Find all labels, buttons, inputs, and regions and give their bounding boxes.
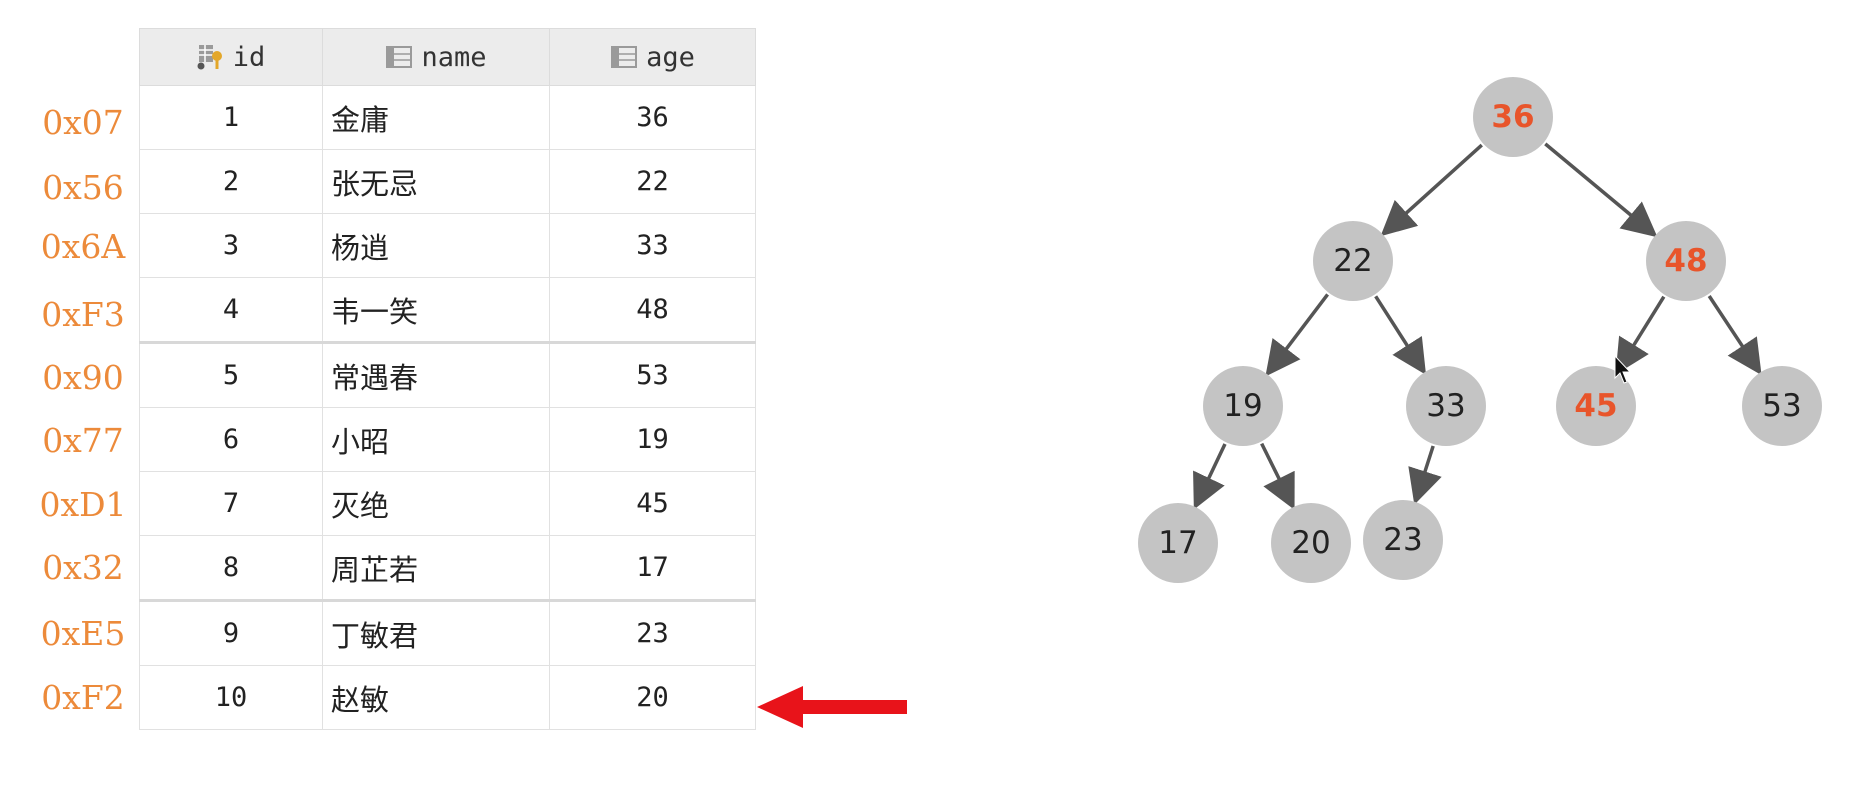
tree-node-label: 20	[1291, 525, 1330, 561]
cell-id[interactable]: 10	[139, 665, 323, 730]
tree-node: 22	[1313, 221, 1393, 301]
column-icon	[611, 45, 638, 68]
tree-node-label: 33	[1426, 388, 1465, 424]
cell-age[interactable]: 17	[549, 535, 756, 601]
cell-name[interactable]: 张无忌	[322, 149, 550, 214]
cell-age[interactable]: 22	[549, 149, 756, 214]
table-row[interactable]: 10 赵敏 20	[139, 665, 756, 730]
table-row[interactable]: 4 韦一笑 48	[139, 277, 756, 343]
cell-age[interactable]: 20	[549, 665, 756, 730]
table-row[interactable]: 8 周芷若 17	[139, 535, 756, 601]
tree-node: 20	[1271, 503, 1351, 583]
row-address-label: 0x6A	[40, 227, 126, 266]
row-address-label: 0xF3	[41, 295, 125, 334]
column-header-label: id	[232, 41, 266, 73]
tree-node: 36	[1473, 77, 1553, 157]
column-header-id[interactable]: id	[139, 28, 323, 86]
cell-name[interactable]: 周芷若	[322, 535, 550, 601]
row-address-label: 0xD1	[39, 485, 127, 524]
table-row[interactable]: 2 张无忌 22	[139, 149, 756, 214]
tree-node-label: 17	[1158, 525, 1197, 561]
cell-name[interactable]: 金庸	[322, 85, 550, 150]
red-left-arrow-icon	[757, 686, 907, 728]
row-address-label: 0x32	[42, 548, 124, 587]
tree-node-circle	[1271, 503, 1351, 583]
tree-nodes: 36 22 48 19 33 45 53 17 20 23	[1138, 77, 1822, 583]
cell-name[interactable]: 丁敏君	[322, 599, 550, 666]
tree-node-label: 45	[1574, 388, 1617, 424]
tree-node-circle	[1646, 221, 1726, 301]
tree-node-circle	[1313, 221, 1393, 301]
cell-age[interactable]: 36	[549, 85, 756, 150]
row-address-label: 0x90	[42, 358, 124, 397]
cell-age[interactable]: 48	[549, 277, 756, 343]
tree-node: 48	[1646, 221, 1726, 301]
tree-node-circle	[1203, 366, 1283, 446]
tree-edge-arrow	[1544, 142, 1658, 238]
tree-node-circle	[1138, 503, 1218, 583]
cell-age[interactable]: 19	[549, 407, 756, 472]
row-address-label: 0xF2	[41, 678, 125, 717]
tree-edge-arrow	[1615, 295, 1666, 375]
tree-node-circle	[1363, 500, 1443, 580]
tree-node-label: 36	[1491, 99, 1534, 135]
cell-id[interactable]: 5	[139, 341, 323, 408]
tree-node-circle	[1556, 366, 1636, 446]
tree-node: 53	[1742, 366, 1822, 446]
cell-name[interactable]: 韦一笑	[322, 277, 550, 343]
cell-name[interactable]: 小昭	[322, 407, 550, 472]
column-icon	[386, 45, 413, 68]
cell-age[interactable]: 45	[549, 471, 756, 536]
row-address-label: 0x77	[42, 421, 124, 460]
tree-edge-arrow	[1408, 445, 1442, 505]
tree-edge-arrow	[1380, 143, 1483, 237]
column-header-age[interactable]: age	[549, 28, 756, 86]
cell-age[interactable]: 23	[549, 599, 756, 666]
tree-node: 23	[1363, 500, 1443, 580]
tree-node-label: 19	[1223, 388, 1262, 424]
column-header-name[interactable]: name	[322, 28, 550, 86]
tree-node-circle	[1473, 77, 1553, 157]
tree-node: 17	[1138, 503, 1218, 583]
column-header-label: name	[421, 41, 487, 73]
tree-node-circle	[1742, 366, 1822, 446]
tree-node-label: 48	[1664, 243, 1707, 279]
tree-edges	[1193, 142, 1762, 510]
table-row[interactable]: 9 丁敏君 23	[139, 599, 756, 666]
tree-node: 33	[1406, 366, 1486, 446]
row-address-label: 0x56	[42, 168, 124, 207]
primary-key-column-icon	[197, 44, 222, 69]
tree-edge-arrow	[1374, 295, 1427, 375]
table-row[interactable]: 6 小昭 19	[139, 407, 756, 472]
data-table: id name age 1 金	[139, 28, 756, 730]
row-address-label: 0xE5	[40, 614, 126, 653]
cell-age[interactable]: 33	[549, 213, 756, 278]
cell-id[interactable]: 9	[139, 599, 323, 666]
row-address-label: 0x07	[42, 103, 124, 142]
tree-edge-arrow	[1193, 443, 1227, 510]
tree-node-label: 53	[1762, 388, 1801, 424]
cell-id[interactable]: 6	[139, 407, 323, 472]
cell-id[interactable]: 7	[139, 471, 323, 536]
tree-node-label: 23	[1383, 522, 1422, 558]
cell-name[interactable]: 常遇春	[322, 341, 550, 408]
tree-node: 45	[1556, 366, 1636, 446]
tree-edge-arrow	[1707, 295, 1762, 376]
table-header-row: id name age	[139, 28, 756, 86]
mouse-cursor-icon	[1614, 354, 1632, 384]
tree-node: 19	[1203, 366, 1283, 446]
tree-edge-arrow	[1260, 442, 1295, 510]
tree-edge-arrow	[1265, 293, 1330, 377]
tree-node-circle	[1406, 366, 1486, 446]
cell-name[interactable]: 赵敏	[322, 665, 550, 730]
column-header-label: age	[646, 41, 695, 73]
tree-node-label: 22	[1333, 243, 1372, 279]
table-row[interactable]: 1 金庸 36	[139, 85, 756, 150]
